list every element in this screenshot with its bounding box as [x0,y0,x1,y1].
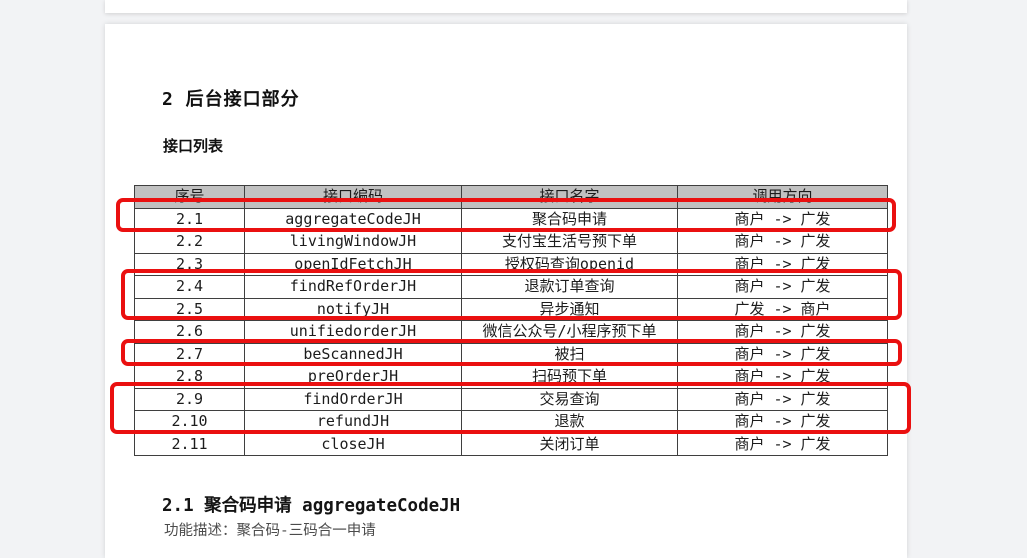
previous-page-fragment [105,0,907,13]
cell-code: preOrderJH [244,365,462,389]
cell-name: 关闭订单 [461,432,678,456]
table-row: 2.4 findRefOrderJH 退款订单查询 商户 -> 广发 [134,275,888,299]
table-row: 2.6 unifiedorderJH 微信公众号/小程序预下单 商户 -> 广发 [134,320,888,344]
cell-name: 异步通知 [461,297,678,321]
cell-no: 2.6 [134,320,245,344]
cell-direction: 商户 -> 广发 [677,432,888,456]
cell-code: findRefOrderJH [244,275,462,299]
cell-no: 2.9 [134,387,245,411]
table-row: 2.7 beScannedJH 被扫 商户 -> 广发 [134,342,888,366]
cell-direction: 商户 -> 广发 [677,320,888,344]
cell-name: 扫码预下单 [461,365,678,389]
cell-name: 退款 [461,410,678,434]
table-row: 2.8 preOrderJH 扫码预下单 商户 -> 广发 [134,365,888,389]
cell-code: unifiedorderJH [244,320,462,344]
table-row: 2.2 livingWindowJH 支付宝生活号预下单 商户 -> 广发 [134,230,888,254]
cell-no: 2.4 [134,275,245,299]
cell-name: 支付宝生活号预下单 [461,230,678,254]
table-row: 2.10 refundJH 退款 商户 -> 广发 [134,410,888,434]
cell-direction: 商户 -> 广发 [677,410,888,434]
cell-name: 聚合码申请 [461,207,678,231]
cell-name: 被扫 [461,342,678,366]
cell-direction: 商户 -> 广发 [677,252,888,276]
cell-code: closeJH [244,432,462,456]
cell-code: livingWindowJH [244,230,462,254]
header-name: 接口名字 [461,185,678,209]
table-row: 2.11 closeJH 关闭订单 商户 -> 广发 [134,432,888,456]
table-row: 2.5 notifyJH 异步通知 广发 -> 商户 [134,297,888,321]
cell-no: 2.5 [134,297,245,321]
table-row: 2.9 findOrderJH 交易查询 商户 -> 广发 [134,387,888,411]
cell-code: refundJH [244,410,462,434]
cell-direction: 商户 -> 广发 [677,342,888,366]
cell-code: findOrderJH [244,387,462,411]
cell-direction: 商户 -> 广发 [677,207,888,231]
cell-no: 2.8 [134,365,245,389]
interface-table: 序号 接口编码 接口名字 调用方向 2.1 aggregateCodeJH 聚合码申… [134,185,888,456]
interface-list-label: 接口列表 [163,137,224,155]
header-code: 接口编码 [244,185,462,209]
cell-no: 2.2 [134,230,245,254]
table-header-row: 序号 接口编码 接口名字 调用方向 [134,185,888,209]
cell-name: 授权码查询openid [461,252,678,276]
cell-no: 2.7 [134,342,245,366]
cell-no: 2.3 [134,252,245,276]
cell-no: 2.11 [134,432,245,456]
subsection-title: 2.1 聚合码申请 aggregateCodeJH [162,496,461,516]
cell-name: 微信公众号/小程序预下单 [461,320,678,344]
header-direction: 调用方向 [677,185,888,209]
function-description: 功能描述：聚合码-三码合一申请 [164,523,376,539]
table-row: 2.3 openIdFetchJH 授权码查询openid 商户 -> 广发 [134,252,888,276]
cell-code: openIdFetchJH [244,252,462,276]
cell-direction: 商户 -> 广发 [677,387,888,411]
cell-no: 2.10 [134,410,245,434]
cell-name: 交易查询 [461,387,678,411]
cell-direction: 广发 -> 商户 [677,297,888,321]
cell-name: 退款订单查询 [461,275,678,299]
section-title: 2 后台接口部分 [162,89,300,110]
cell-no: 2.1 [134,207,245,231]
cell-code: beScannedJH [244,342,462,366]
cell-code: aggregateCodeJH [244,207,462,231]
cell-code: notifyJH [244,297,462,321]
table-row: 2.1 aggregateCodeJH 聚合码申请 商户 -> 广发 [134,207,888,231]
header-no: 序号 [134,185,245,209]
cell-direction: 商户 -> 广发 [677,230,888,254]
cell-direction: 商户 -> 广发 [677,365,888,389]
document-page: 2 后台接口部分 接口列表 序号 接口编码 接口名字 调用方向 2.1 aggre… [105,24,907,558]
cell-direction: 商户 -> 广发 [677,275,888,299]
